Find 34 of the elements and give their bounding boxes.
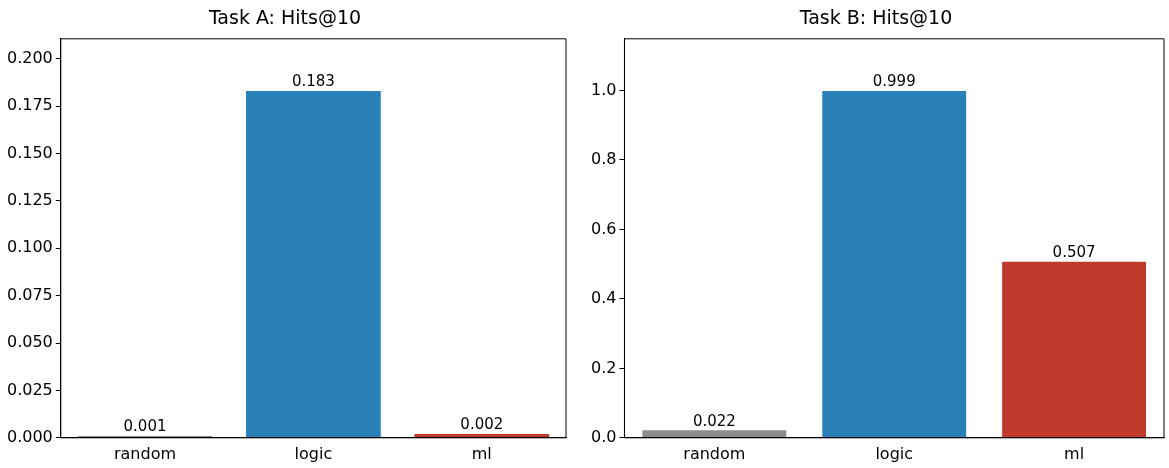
data-label: 0.999 (872, 72, 916, 91)
y-tick-label: 0.100 (6, 237, 53, 257)
y-tick-label: 0.6 (590, 218, 617, 238)
data-label: 0.183 (291, 72, 335, 91)
y-tick-label: 0.4 (590, 288, 617, 308)
y-tick-label: 0.2 (590, 357, 617, 377)
bar (822, 90, 967, 438)
data-label: 0.507 (1052, 243, 1096, 262)
y-tick-label: 0.025 (6, 379, 53, 399)
bar (414, 434, 550, 438)
y-tick-label: 0.8 (590, 149, 617, 169)
x-tick-label: ml (471, 443, 492, 463)
x-tick-label: logic (875, 443, 914, 463)
bar (1002, 261, 1147, 438)
y-tick-label: 0.150 (6, 142, 53, 162)
x-tick-label: random (683, 443, 746, 463)
bar (246, 90, 381, 438)
x-tick-label: random (113, 443, 177, 463)
data-label: 0.001 (123, 417, 167, 436)
y-tick-label: 0.000 (6, 426, 53, 446)
chart-title: Task B: Hits@10 (798, 6, 953, 29)
data-label: 0.022 (692, 411, 736, 430)
y-tick-label: 0.0 (590, 426, 617, 446)
chart-title: Task A: Hits@10 (207, 6, 362, 29)
y-tick-label: 0.050 (6, 332, 53, 352)
x-tick-label: ml (1064, 443, 1085, 463)
bar (642, 430, 787, 438)
data-label: 0.002 (460, 415, 504, 434)
y-tick-label: 0.200 (6, 47, 53, 67)
y-tick-label: 0.175 (6, 95, 53, 115)
x-tick-label: logic (294, 443, 333, 463)
y-tick-label: 1.0 (590, 79, 617, 99)
y-tick-label: 0.075 (6, 284, 53, 304)
y-tick-label: 0.125 (6, 190, 53, 210)
